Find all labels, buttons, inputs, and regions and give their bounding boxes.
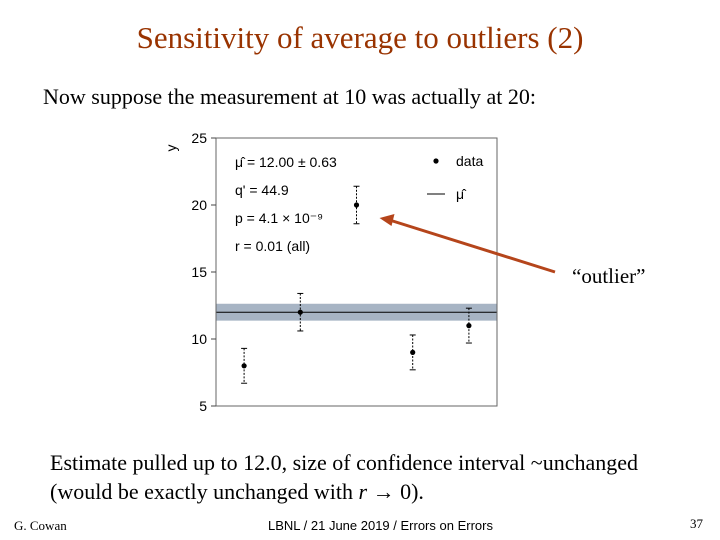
y-tick-label: 5 bbox=[199, 398, 207, 414]
fit-annotation: μ̂ = 12.00 ± 0.63 bbox=[235, 154, 337, 170]
summary-line-2-end: → 0). bbox=[367, 479, 424, 504]
summary-line-2: (would be exactly unchanged with r → 0). bbox=[50, 477, 710, 506]
legend-dot-marker bbox=[433, 158, 439, 164]
summary-variable-r: r bbox=[358, 479, 368, 504]
fit-annotation: q' = 44.9 bbox=[235, 182, 289, 198]
y-tick-label: 15 bbox=[191, 264, 207, 280]
data-point bbox=[297, 309, 303, 315]
outlier-arrow-shaft bbox=[389, 218, 556, 274]
summary-line-1: Estimate pulled up to 12.0, size of conf… bbox=[50, 450, 638, 475]
y-axis-label: y bbox=[163, 145, 179, 152]
data-point bbox=[241, 363, 247, 369]
intro-text: Now suppose the measurement at 10 was ac… bbox=[43, 84, 537, 109]
fit-annotation: r = 0.01 (all) bbox=[235, 238, 310, 254]
y-tick-label: 10 bbox=[191, 331, 207, 347]
legend-label: data bbox=[456, 153, 483, 169]
slide-title: Sensitivity of average to outliers (2) bbox=[136, 20, 584, 55]
outlier-label: “outlier” bbox=[572, 264, 646, 288]
summary-text: Estimate pulled up to 12.0, size of conf… bbox=[50, 448, 710, 506]
page-number: 37 bbox=[690, 516, 703, 531]
footer-author: G. Cowan bbox=[14, 518, 67, 533]
data-point bbox=[466, 323, 472, 329]
fit-annotation: p = 4.1 × 10⁻⁹ bbox=[235, 210, 323, 226]
data-point bbox=[353, 202, 360, 208]
fit-plot: 5 10 15 20 25 y μ̂ = 12.00 ± 0.63 q' = 44.9 p = … bbox=[163, 130, 556, 414]
plot-frame bbox=[215, 137, 498, 407]
summary-line-2-start: (would be exactly unchanged with bbox=[50, 479, 359, 504]
legend-label: μ̂ bbox=[456, 186, 467, 202]
y-tick-label: 25 bbox=[191, 130, 207, 146]
footer-event: LBNL / 21 June 2019 / Errors on Errors bbox=[268, 518, 493, 533]
y-tick-label: 20 bbox=[191, 197, 207, 213]
outlier-arrow-head bbox=[379, 214, 395, 226]
data-point bbox=[410, 349, 416, 355]
